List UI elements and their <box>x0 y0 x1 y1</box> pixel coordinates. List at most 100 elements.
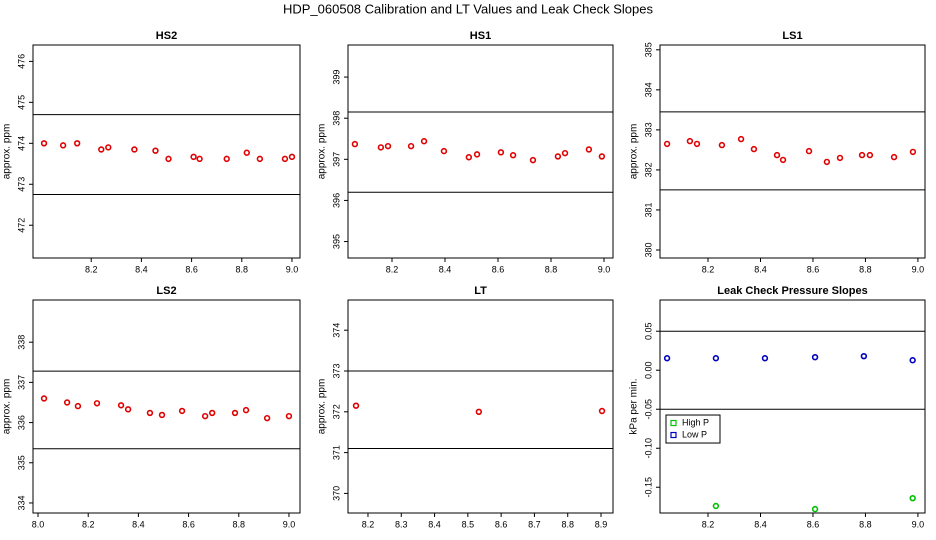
x-tick-label: 8.8 <box>545 264 558 274</box>
data-point <box>554 153 562 160</box>
y-tick-label: 371 <box>331 445 341 460</box>
data-point <box>98 146 105 153</box>
y-tick-label: 334 <box>16 495 26 510</box>
data-point <box>909 148 917 156</box>
y-tick-label: 337 <box>16 375 26 390</box>
data-point <box>465 154 473 161</box>
data-point <box>890 153 898 161</box>
y-tick-label: 374 <box>331 323 341 338</box>
figure-title: HDP_060508 Calibration and LT Values and… <box>283 1 654 16</box>
panel-title: LS2 <box>156 285 176 297</box>
y-tick-label: 384 <box>643 82 653 97</box>
y-tick-label: 336 <box>16 415 26 430</box>
x-tick-label: 8.6 <box>492 264 505 274</box>
data-point <box>811 505 819 513</box>
plot-frame <box>347 299 614 514</box>
data-point <box>117 402 125 409</box>
y-tick-label: 398 <box>331 111 341 126</box>
data-point <box>663 140 671 148</box>
data-point <box>351 140 359 148</box>
x-tick-label: 9.0 <box>912 264 925 274</box>
data-point <box>866 151 874 159</box>
data-point <box>242 406 250 414</box>
x-tick-label: 8.6 <box>495 519 508 529</box>
x-tick-label: 8.8 <box>236 264 249 274</box>
x-tick-label: 8.0 <box>32 519 45 529</box>
x-tick-label: 9.0 <box>598 264 611 274</box>
data-point <box>779 156 787 164</box>
data-point <box>288 153 296 161</box>
data-point <box>718 141 726 149</box>
data-point <box>712 502 720 510</box>
y-tick-label: 396 <box>331 193 341 208</box>
y-tick-label: 381 <box>643 202 653 217</box>
y-axis-title: approx. ppm <box>317 379 328 435</box>
y-tick-label: 382 <box>643 162 653 177</box>
x-tick-label: 8.8 <box>859 519 872 529</box>
data-point <box>663 355 671 362</box>
y-tick-label: 0.05 <box>643 322 653 340</box>
x-tick-label: 8.4 <box>754 519 767 529</box>
data-point <box>598 153 606 160</box>
panel-title: HS1 <box>470 30 491 42</box>
y-tick-label: 373 <box>331 363 341 378</box>
y-tick-label: 395 <box>331 234 341 249</box>
data-point <box>190 153 197 161</box>
data-point <box>420 138 428 145</box>
data-point <box>598 407 606 415</box>
panel-title: LT <box>474 285 487 297</box>
data-point <box>440 147 448 155</box>
data-point <box>124 406 132 413</box>
plot-frame <box>659 299 926 514</box>
data-point <box>750 145 758 153</box>
data-point <box>165 155 172 163</box>
data-point <box>63 399 71 406</box>
data-point <box>509 152 517 159</box>
y-tick-label: 335 <box>16 455 26 470</box>
data-point <box>40 395 48 402</box>
x-tick-label: 9.0 <box>912 519 925 529</box>
x-tick-label: 9.0 <box>283 519 296 529</box>
x-tick-label: 8.4 <box>754 264 767 274</box>
data-point <box>201 412 209 420</box>
x-tick-label: 8.5 <box>462 519 475 529</box>
data-point <box>909 357 916 364</box>
y-tick-label: 475 <box>16 95 26 110</box>
data-point <box>909 494 916 502</box>
data-point <box>196 155 203 163</box>
data-point <box>761 355 769 362</box>
x-tick-label: 8.6 <box>182 519 195 529</box>
y-tick-label: -0.05 <box>643 399 653 420</box>
y-tick-label: -0.15 <box>643 477 653 498</box>
data-point <box>256 155 264 163</box>
x-tick-label: 8.2 <box>702 519 715 529</box>
data-point <box>805 147 813 155</box>
y-tick-label: -0.10 <box>643 438 653 459</box>
data-point <box>146 409 154 417</box>
y-tick-label: 380 <box>643 242 653 257</box>
data-point <box>693 140 701 148</box>
x-tick-label: 8.4 <box>428 519 441 529</box>
y-tick-label: 372 <box>331 404 341 419</box>
panel-title: LS1 <box>782 30 802 42</box>
data-point <box>561 149 569 157</box>
data-point <box>407 142 415 150</box>
x-tick-label: 8.2 <box>85 264 98 274</box>
x-tick-label: 8.4 <box>135 264 148 274</box>
data-point <box>811 353 819 361</box>
y-tick-label: 474 <box>16 136 26 151</box>
plot-frame <box>347 44 614 259</box>
data-point <box>473 151 481 158</box>
y-tick-label: 397 <box>331 152 341 167</box>
data-point <box>475 408 483 416</box>
plot-frame <box>659 44 926 259</box>
y-axis-title: approx. ppm <box>2 124 13 180</box>
y-tick-label: 385 <box>643 42 653 57</box>
y-axis-title: kPa per min. <box>629 378 640 434</box>
x-tick-label: 8.2 <box>702 264 715 274</box>
legend-swatch <box>670 431 677 439</box>
y-axis-title: approx. ppm <box>629 124 640 180</box>
data-point <box>773 151 781 159</box>
data-point <box>836 154 844 162</box>
